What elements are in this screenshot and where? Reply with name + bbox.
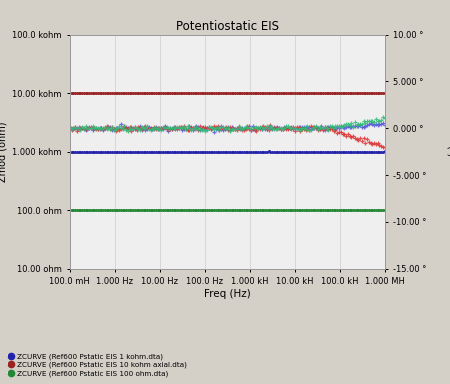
Legend: ZCURVE (Ref600 Pstatic EIS 1 kohm.dta), ZCURVE (Ref600 Pstatic EIS 10 kohm axial: ZCURVE (Ref600 Pstatic EIS 1 kohm.dta), … (8, 353, 187, 377)
Y-axis label: Zmod (ohm): Zmod (ohm) (0, 121, 8, 182)
X-axis label: Freq (Hz): Freq (Hz) (204, 289, 251, 299)
Y-axis label: ZPhz - ZA
(°): ZPhz - ZA (°) (446, 128, 450, 175)
Title: Potentiostatic EIS: Potentiostatic EIS (176, 20, 279, 33)
